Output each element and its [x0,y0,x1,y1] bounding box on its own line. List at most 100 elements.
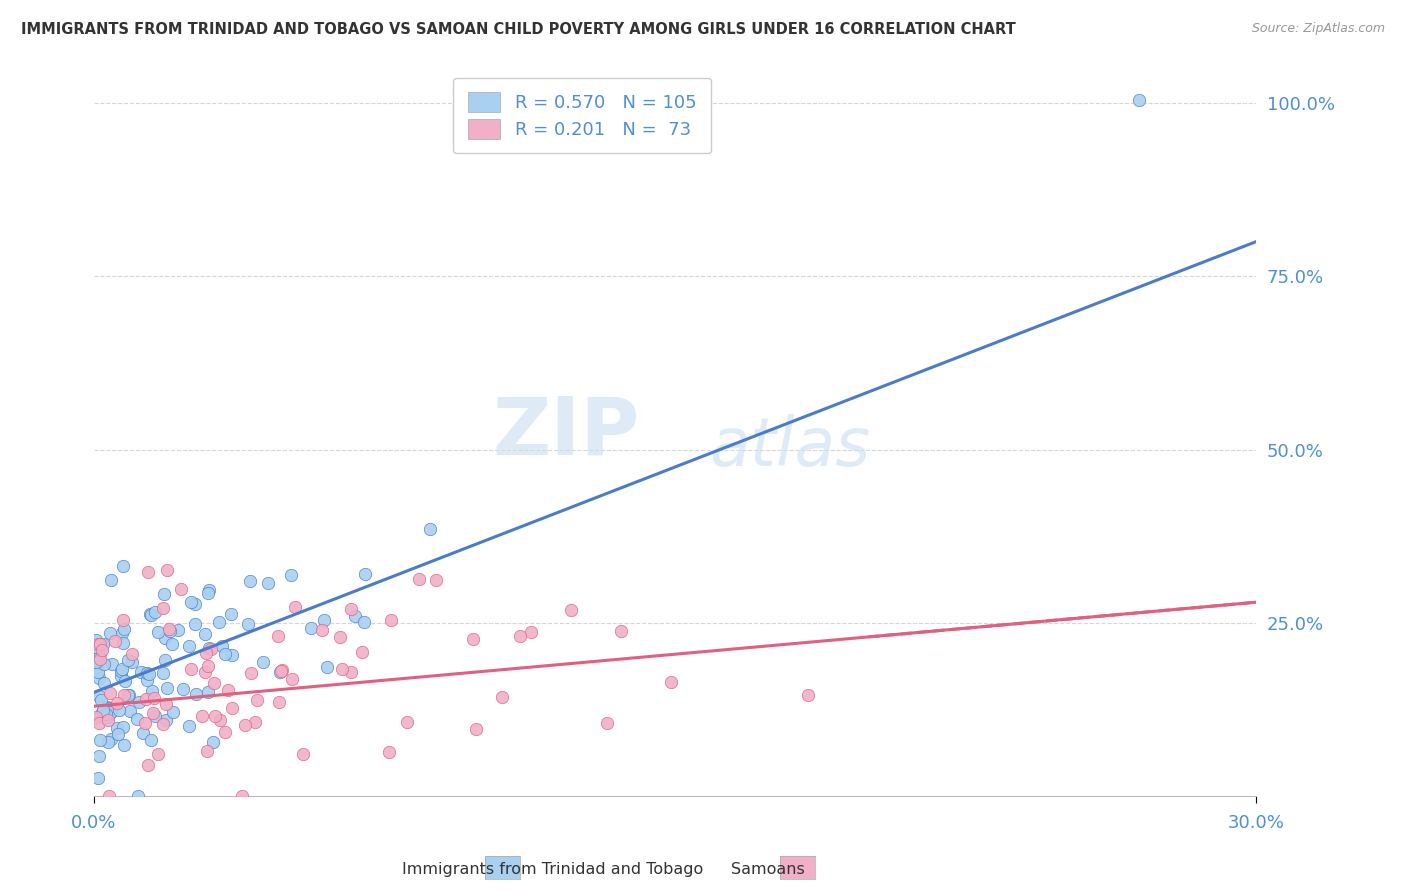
Point [659,674,682,689]
Point [104,633,127,648]
Point [167,624,190,638]
Point [162,705,184,719]
Point [94,707,117,722]
Point [560,602,582,616]
Point [353,615,375,629]
Point [354,566,377,581]
Point [105,721,128,735]
Point [184,597,207,611]
Point [110,664,132,678]
Point [311,624,333,638]
Point [100,573,122,587]
Point [134,716,156,731]
Text: Immigrants from Trinidad and Tobago: Immigrants from Trinidad and Tobago [402,863,703,877]
Point [197,582,219,597]
Point [143,690,166,705]
Point [425,573,447,587]
Point [139,607,162,622]
Point [117,689,139,703]
Point [117,653,139,667]
Point [127,712,149,726]
Point [198,640,221,655]
Point [269,665,291,680]
Point [84,633,107,648]
Point [152,665,174,680]
Point [152,716,174,731]
Point [184,687,207,701]
Point [221,648,243,663]
Point [609,624,631,638]
Point [491,690,513,704]
Point [1128,93,1150,107]
Point [156,563,179,577]
Point [98,789,121,803]
Point [257,576,280,591]
Point [194,627,217,641]
Point [89,637,111,651]
Point [105,696,128,710]
Point [240,666,263,681]
Point [86,771,108,785]
Text: atlas: atlas [710,414,870,480]
Point [87,637,110,651]
Point [84,656,107,670]
Point [280,568,302,582]
Point [340,665,363,679]
Point [127,789,149,804]
Point [159,624,181,638]
Point [177,719,200,733]
Point [89,646,111,660]
Point [118,688,141,702]
Point [195,743,218,757]
Point [135,673,157,687]
Text: IMMIGRANTS FROM TRINIDAD AND TOBAGO VS SAMOAN CHILD POVERTY AMONG GIRLS UNDER 16: IMMIGRANTS FROM TRINIDAD AND TOBAGO VS S… [21,22,1017,37]
Point [128,695,150,709]
Point [283,600,305,615]
Point [267,629,290,643]
Point [153,587,176,601]
Point [195,646,218,660]
Point [141,733,163,747]
Point [141,683,163,698]
Point [138,667,160,681]
Point [339,602,361,616]
Point [509,629,531,643]
Point [93,637,115,651]
Point [180,662,202,676]
Point [89,690,111,704]
Point [135,666,157,681]
Point [270,664,292,678]
Point [96,710,118,724]
Point [101,657,124,672]
Point [162,637,184,651]
Point [153,653,176,667]
Point [184,617,207,632]
Point [316,660,339,674]
Point [111,720,134,734]
Point [93,676,115,690]
Legend: R = 0.570   N = 105, R = 0.201   N =  73: R = 0.570 N = 105, R = 0.201 N = 73 [453,78,710,153]
Point [797,688,820,702]
Point [314,613,336,627]
Point [120,705,142,719]
Point [107,727,129,741]
Point [136,565,159,579]
Point [121,655,143,669]
Point [121,647,143,661]
Point [208,714,231,728]
Point [378,745,401,759]
Point [299,621,322,635]
Point [96,700,118,714]
Point [152,600,174,615]
Point [197,586,219,600]
Text: Source: ZipAtlas.com: Source: ZipAtlas.com [1251,22,1385,36]
Point [155,713,177,727]
Point [380,613,402,627]
Point [208,615,231,629]
Point [464,722,486,736]
Point [204,676,226,690]
Point [596,715,619,730]
Point [89,651,111,665]
Point [329,630,352,644]
Point [86,665,108,680]
